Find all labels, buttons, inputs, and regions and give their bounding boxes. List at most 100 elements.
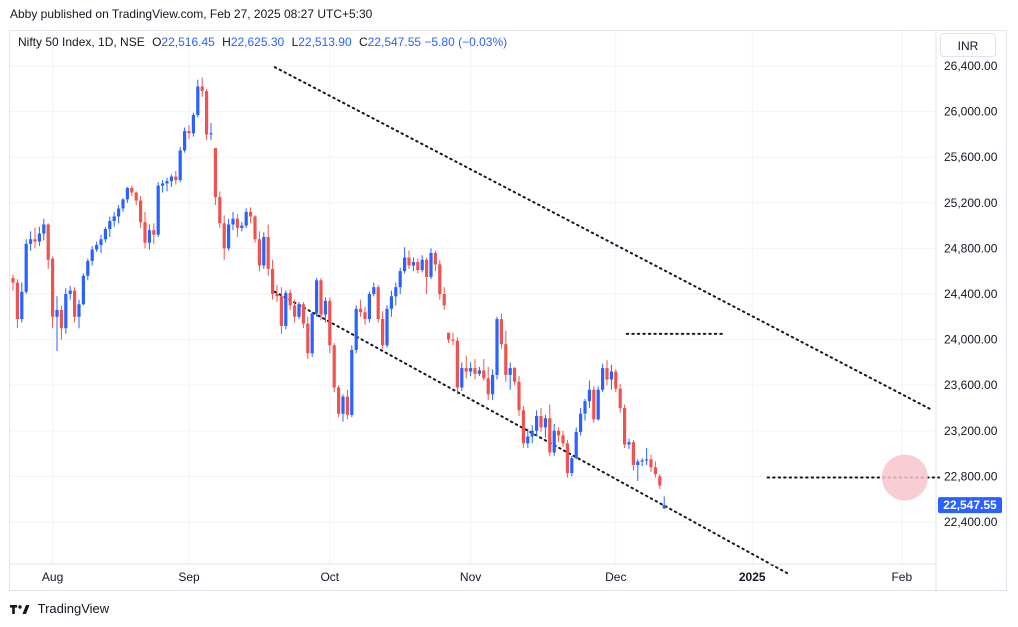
- candle-body[interactable]: [249, 211, 253, 217]
- candle-body[interactable]: [183, 130, 187, 151]
- candle-body[interactable]: [86, 260, 90, 276]
- candle-body[interactable]: [315, 280, 319, 314]
- candle-body[interactable]: [486, 378, 490, 395]
- candle-body[interactable]: [33, 239, 37, 242]
- candle-body[interactable]: [442, 294, 446, 306]
- candle-body[interactable]: [218, 197, 222, 224]
- candle-body[interactable]: [574, 431, 578, 459]
- candle-body[interactable]: [389, 296, 393, 309]
- candle-body[interactable]: [499, 319, 503, 345]
- candle-body[interactable]: [174, 176, 178, 180]
- candle-body[interactable]: [587, 389, 591, 402]
- candle-body[interactable]: [504, 344, 508, 375]
- candle-body[interactable]: [37, 233, 41, 242]
- candle-body[interactable]: [117, 208, 121, 217]
- candle-body[interactable]: [121, 199, 125, 209]
- candle-body[interactable]: [139, 200, 143, 223]
- candle-body[interactable]: [601, 368, 605, 390]
- candle-body[interactable]: [42, 224, 46, 234]
- currency-button[interactable]: INR: [940, 33, 996, 57]
- candle-body[interactable]: [235, 218, 239, 228]
- candle-body[interactable]: [403, 257, 407, 272]
- candle-body[interactable]: [407, 257, 411, 266]
- candle-body[interactable]: [411, 262, 415, 266]
- candle-body[interactable]: [191, 115, 195, 134]
- candle-body[interactable]: [596, 389, 600, 420]
- candle-body[interactable]: [350, 349, 354, 415]
- candle-body[interactable]: [464, 368, 468, 372]
- candle-body[interactable]: [297, 304, 301, 317]
- candle-body[interactable]: [59, 309, 63, 329]
- candle-body[interactable]: [262, 237, 266, 266]
- candle-body[interactable]: [605, 368, 609, 380]
- candle-body[interactable]: [222, 223, 226, 249]
- candle-body[interactable]: [495, 319, 499, 375]
- candle-body[interactable]: [433, 252, 437, 265]
- candle-body[interactable]: [279, 296, 283, 326]
- candle-body[interactable]: [332, 345, 336, 388]
- candle-body[interactable]: [354, 308, 358, 350]
- candle-body[interactable]: [535, 415, 539, 431]
- candle-body[interactable]: [345, 396, 349, 415]
- candle-body[interactable]: [103, 229, 107, 240]
- candle-body[interactable]: [372, 287, 376, 294]
- candle-body[interactable]: [64, 294, 68, 329]
- candle-body[interactable]: [253, 216, 257, 240]
- candle-body[interactable]: [275, 294, 279, 297]
- candle-body[interactable]: [213, 148, 217, 198]
- candle-body[interactable]: [169, 176, 173, 182]
- candle-body[interactable]: [20, 291, 24, 320]
- candle-body[interactable]: [231, 218, 235, 225]
- candle-body[interactable]: [623, 408, 627, 445]
- candle-body[interactable]: [376, 287, 380, 320]
- candle-body[interactable]: [579, 413, 583, 432]
- candle-body[interactable]: [381, 319, 385, 346]
- candle-body[interactable]: [99, 239, 103, 245]
- candle-body[interactable]: [284, 292, 288, 326]
- candle-body[interactable]: [482, 370, 486, 379]
- candle-body[interactable]: [552, 430, 556, 453]
- candle-body[interactable]: [385, 308, 389, 346]
- candle-body[interactable]: [477, 370, 481, 374]
- candle-body[interactable]: [491, 374, 495, 395]
- candle-body[interactable]: [636, 461, 640, 465]
- candle-body[interactable]: [130, 187, 134, 193]
- candle-body[interactable]: [618, 388, 622, 408]
- candle-body[interactable]: [328, 300, 332, 346]
- candle-body[interactable]: [196, 86, 200, 116]
- candle-body[interactable]: [55, 309, 59, 317]
- candle-body[interactable]: [583, 401, 587, 414]
- candle-body[interactable]: [209, 133, 213, 135]
- candle-body[interactable]: [592, 389, 596, 420]
- candle-body[interactable]: [548, 418, 552, 453]
- candle-body[interactable]: [526, 436, 530, 444]
- candle-body[interactable]: [108, 221, 112, 230]
- candle-body[interactable]: [561, 435, 565, 444]
- candle-body[interactable]: [29, 239, 33, 244]
- candle-body[interactable]: [570, 458, 574, 473]
- candle-body[interactable]: [125, 187, 129, 200]
- candle-body[interactable]: [271, 268, 275, 294]
- candle-body[interactable]: [521, 410, 525, 444]
- candle-body[interactable]: [15, 282, 19, 320]
- candle-body[interactable]: [565, 443, 569, 473]
- candle-body[interactable]: [257, 239, 261, 266]
- candle-body[interactable]: [152, 230, 156, 235]
- candle-body[interactable]: [147, 230, 151, 243]
- candle-body[interactable]: [306, 323, 310, 354]
- candle-body[interactable]: [508, 368, 512, 375]
- candle-body[interactable]: [143, 222, 147, 243]
- candle-body[interactable]: [460, 368, 464, 388]
- candle-body[interactable]: [513, 368, 517, 382]
- candle-body[interactable]: [310, 313, 314, 354]
- candle-body[interactable]: [543, 418, 547, 428]
- trend-line[interactable]: [273, 66, 934, 412]
- candle-body[interactable]: [367, 294, 371, 320]
- candle-body[interactable]: [11, 278, 15, 283]
- candle-body[interactable]: [539, 415, 543, 428]
- candle-body[interactable]: [187, 130, 191, 134]
- candle-body[interactable]: [46, 224, 50, 260]
- candle-body[interactable]: [649, 459, 653, 468]
- candle-body[interactable]: [90, 249, 94, 261]
